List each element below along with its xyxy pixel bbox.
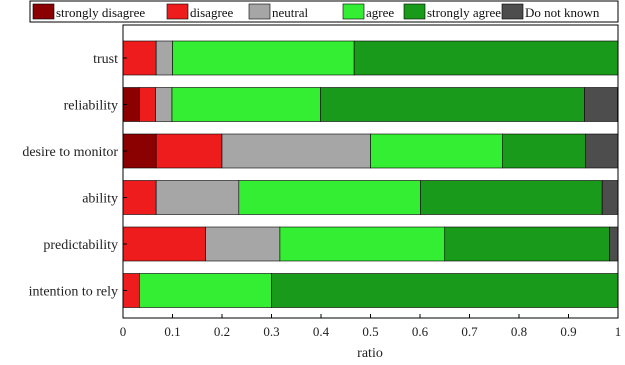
- x-tick-label: 0.3: [263, 324, 279, 339]
- bar-predictability-disagree: [122, 226, 206, 262]
- bar-desire-to-monitor-disagree: [155, 133, 223, 169]
- legend-label-disagree: disagree: [190, 5, 234, 20]
- legend: strongly disagree disagree neutral agree str…: [29, 0, 619, 23]
- bar-desire-to-monitor-strongly-disagree: [122, 133, 157, 169]
- legend-swatch-do-not-known: [501, 3, 524, 20]
- bar-trust-strongly-agree: [353, 40, 619, 76]
- y-tick-label: trust: [93, 52, 118, 67]
- bar-desire-to-monitor-strongly-agree: [502, 133, 586, 169]
- bar-desire-to-monitor-do-not-known: [585, 133, 619, 169]
- bar-ability-disagree: [122, 180, 157, 215]
- bar-ability-agree: [238, 180, 421, 215]
- bar-reliability-do-not-known: [584, 87, 618, 122]
- bar-intention-to-rely-agree: [139, 273, 272, 308]
- y-tick-label: reliability: [64, 99, 118, 114]
- legend-swatch-agree: [342, 3, 365, 20]
- bar-reliability-disagree: [139, 87, 156, 122]
- bar-reliability-strongly-agree: [320, 87, 585, 122]
- bar-predictability-neutral: [205, 226, 281, 262]
- bar-desire-to-monitor-neutral: [221, 133, 371, 169]
- x-tick-label: 0.4: [313, 324, 330, 339]
- legend-label-do-not-known: Do not known: [525, 5, 600, 20]
- y-tick-label: ability: [82, 192, 118, 207]
- x-tick-label: 0.6: [412, 324, 429, 339]
- x-axis-label: ratio: [357, 346, 383, 361]
- bar-ability-do-not-known: [601, 180, 619, 215]
- y-tick-label: predictability: [43, 238, 118, 253]
- legend-swatch-strongly-agree: [403, 3, 426, 20]
- bar-trust-agree: [172, 40, 355, 76]
- x-tick-labels: 0 0.1 0.2 0.3 0.4 0.5 0.6 0.7 0.8 0.9 1: [120, 324, 622, 339]
- x-tick-label: 0.5: [362, 324, 378, 339]
- legend-label-strongly-agree: strongly agree: [427, 5, 501, 20]
- bar-predictability-strongly-agree: [444, 226, 610, 262]
- x-tick-label: 0.8: [511, 324, 527, 339]
- legend-swatch-disagree: [166, 3, 189, 20]
- bars: [122, 40, 619, 308]
- bar-trust-disagree: [122, 40, 157, 76]
- bar-intention-to-rely-strongly-agree: [271, 273, 619, 308]
- y-tick-label: desire to monitor: [22, 145, 118, 160]
- x-tick-label: 0.7: [461, 324, 478, 339]
- legend-label-agree: agree: [366, 5, 394, 20]
- legend-label-strongly-disagree: strongly disagree: [56, 5, 145, 20]
- bar-ability-strongly-agree: [420, 180, 603, 215]
- bar-reliability-agree: [171, 87, 321, 122]
- y-tick-labels: trust reliability desire to monitor ability…: [22, 52, 118, 300]
- x-tick-label: 0.1: [164, 324, 180, 339]
- bar-desire-to-monitor-agree: [370, 133, 503, 169]
- bar-predictability-agree: [279, 226, 446, 262]
- legend-swatch-neutral: [248, 3, 271, 20]
- x-tick-label: 0.2: [214, 324, 230, 339]
- bar-predictability-do-not-known: [609, 226, 619, 262]
- bar-trust-neutral: [155, 40, 173, 76]
- bar-ability-neutral: [155, 180, 240, 215]
- x-tick-label: 0: [120, 324, 127, 339]
- y-tick-label: intention to rely: [29, 285, 118, 300]
- x-tick-label: 1: [615, 324, 622, 339]
- bar-reliability-neutral: [155, 87, 173, 122]
- legend-swatch-strongly-disagree: [32, 3, 55, 20]
- legend-label-neutral: neutral: [272, 5, 308, 20]
- x-tick-label: 0.9: [560, 324, 576, 339]
- axes: [122, 24, 619, 319]
